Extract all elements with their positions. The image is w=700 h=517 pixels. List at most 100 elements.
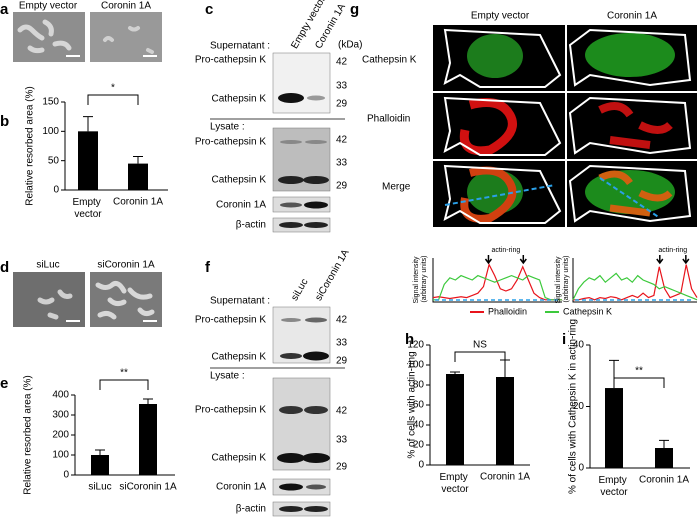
error-bar: [500, 359, 510, 377]
section-label: Supernatant :: [210, 296, 270, 307]
significance-bracket: [87, 94, 139, 105]
y-tick-label: 0: [578, 463, 584, 474]
y-tick-label: 40: [573, 340, 585, 351]
band-label: β-actin: [236, 504, 266, 515]
error-bar: [143, 398, 153, 404]
marker-label: 33: [336, 338, 348, 349]
image-label: Coronin 1A: [101, 1, 151, 12]
annotation-arrow: [519, 255, 527, 265]
unit-label: (kDa): [338, 40, 362, 51]
panel-letter: a: [0, 1, 9, 18]
significance-label: *: [111, 83, 115, 94]
line-series: [572, 272, 698, 301]
y-axis-label: Signal intensity (arbitrary units): [555, 255, 570, 304]
column-label: Coronin 1A: [607, 11, 657, 22]
y-axis-label: Relative resorbed area (%): [25, 86, 36, 206]
error-bar: [450, 371, 460, 374]
significance-bracket: [99, 379, 149, 390]
marker-label: 33: [336, 81, 348, 92]
section-label: Supernatant :: [210, 41, 270, 52]
error-bar: [83, 116, 93, 132]
panel-letter: g: [350, 1, 359, 18]
micrograph: [13, 272, 162, 327]
marker-label: 33: [336, 435, 348, 446]
panel-letter: b: [0, 113, 9, 130]
band-label: Cathepsin K: [212, 352, 267, 363]
y-axis-label: % of cells with actin-ring: [407, 351, 418, 458]
marker-label: 29: [336, 462, 348, 473]
band-label: Cathepsin K: [212, 453, 267, 464]
error-bar: [95, 449, 105, 455]
fluorescence-images: [433, 25, 697, 227]
annotation-arrow: [656, 255, 664, 265]
section-label: Lysate :: [210, 122, 245, 133]
panel-letter: f: [205, 259, 211, 276]
y-tick-label: 50: [48, 155, 60, 166]
marker-label: 29: [336, 99, 348, 110]
bar: [139, 404, 157, 475]
row-label: Phalloidin: [367, 114, 410, 125]
band-label: Coronin 1A: [216, 482, 266, 493]
band-label: Coronin 1A: [216, 200, 266, 211]
x-tick-label: siCoronin 1A: [119, 482, 177, 493]
bar: [446, 374, 464, 465]
legend-label: Cathepsin K: [563, 306, 612, 316]
lane-label: siLuc: [289, 277, 310, 303]
y-tick-label: 20: [413, 440, 425, 451]
significance-label: NS: [473, 340, 487, 351]
y-tick-label: 0: [63, 470, 69, 481]
marker-label: 29: [336, 181, 348, 192]
axes: [572, 258, 697, 303]
bar: [128, 163, 148, 190]
marker-label: 42: [336, 315, 348, 326]
band-label: Pro-cathepsin K: [195, 55, 266, 66]
band-label: β-actin: [236, 220, 266, 231]
band-label: Cathepsin K: [212, 175, 267, 186]
section-label: Lysate :: [210, 371, 245, 382]
band-label: Pro-cathepsin K: [195, 405, 266, 416]
y-tick-label: 100: [407, 360, 424, 371]
y-tick-label: 400: [52, 390, 69, 401]
image-label: Empty vector: [19, 1, 78, 12]
x-tick-label: siLuc: [88, 482, 111, 493]
x-tick-label: Coronin 1A: [639, 475, 689, 486]
legend: Phalloidin Cathepsin K: [470, 306, 612, 316]
bar: [655, 448, 673, 468]
bar: [78, 131, 98, 190]
bar: [91, 455, 109, 475]
annotation-arrow: [484, 255, 493, 265]
panel-letter: i: [562, 331, 566, 348]
band-label: Pro-cathepsin K: [195, 315, 266, 326]
y-axis-label: Signal intensity (arbitrary units): [413, 255, 428, 304]
band-label: Pro-cathepsin K: [195, 137, 266, 148]
y-tick-label: 300: [52, 410, 69, 421]
lane-label: siCoronin 1A: [313, 247, 351, 302]
marker-label: 29: [336, 356, 348, 367]
x-tick-label: Empty vector: [598, 475, 629, 498]
marker-label: 33: [336, 158, 348, 169]
axes: [432, 258, 562, 303]
image-label: siLuc: [36, 260, 59, 271]
y-tick-label: 80: [413, 380, 425, 391]
line-series: [432, 262, 562, 301]
annotation: actin-ring: [658, 247, 687, 254]
y-tick-label: 0: [53, 185, 59, 196]
marker-label: 42: [336, 406, 348, 417]
bar: [605, 388, 623, 468]
marker-label: 42: [336, 57, 348, 68]
y-tick-label: 100: [52, 450, 69, 461]
annotation: actin-ring: [491, 247, 520, 254]
line-series: [433, 274, 562, 301]
y-tick-label: 150: [42, 97, 59, 108]
y-axis-label: Relative resorbed area (%): [23, 375, 34, 495]
image-label: siCoronin 1A: [97, 260, 155, 271]
x-tick-label: Coronin 1A: [113, 197, 163, 208]
significance-label: **: [635, 366, 643, 377]
micrograph: [13, 12, 162, 62]
y-tick-label: 60: [413, 400, 425, 411]
legend-label: Phalloidin: [488, 306, 527, 316]
panel-letter: e: [0, 375, 8, 392]
western-blot: [272, 306, 331, 517]
marker-label: 42: [336, 135, 348, 146]
